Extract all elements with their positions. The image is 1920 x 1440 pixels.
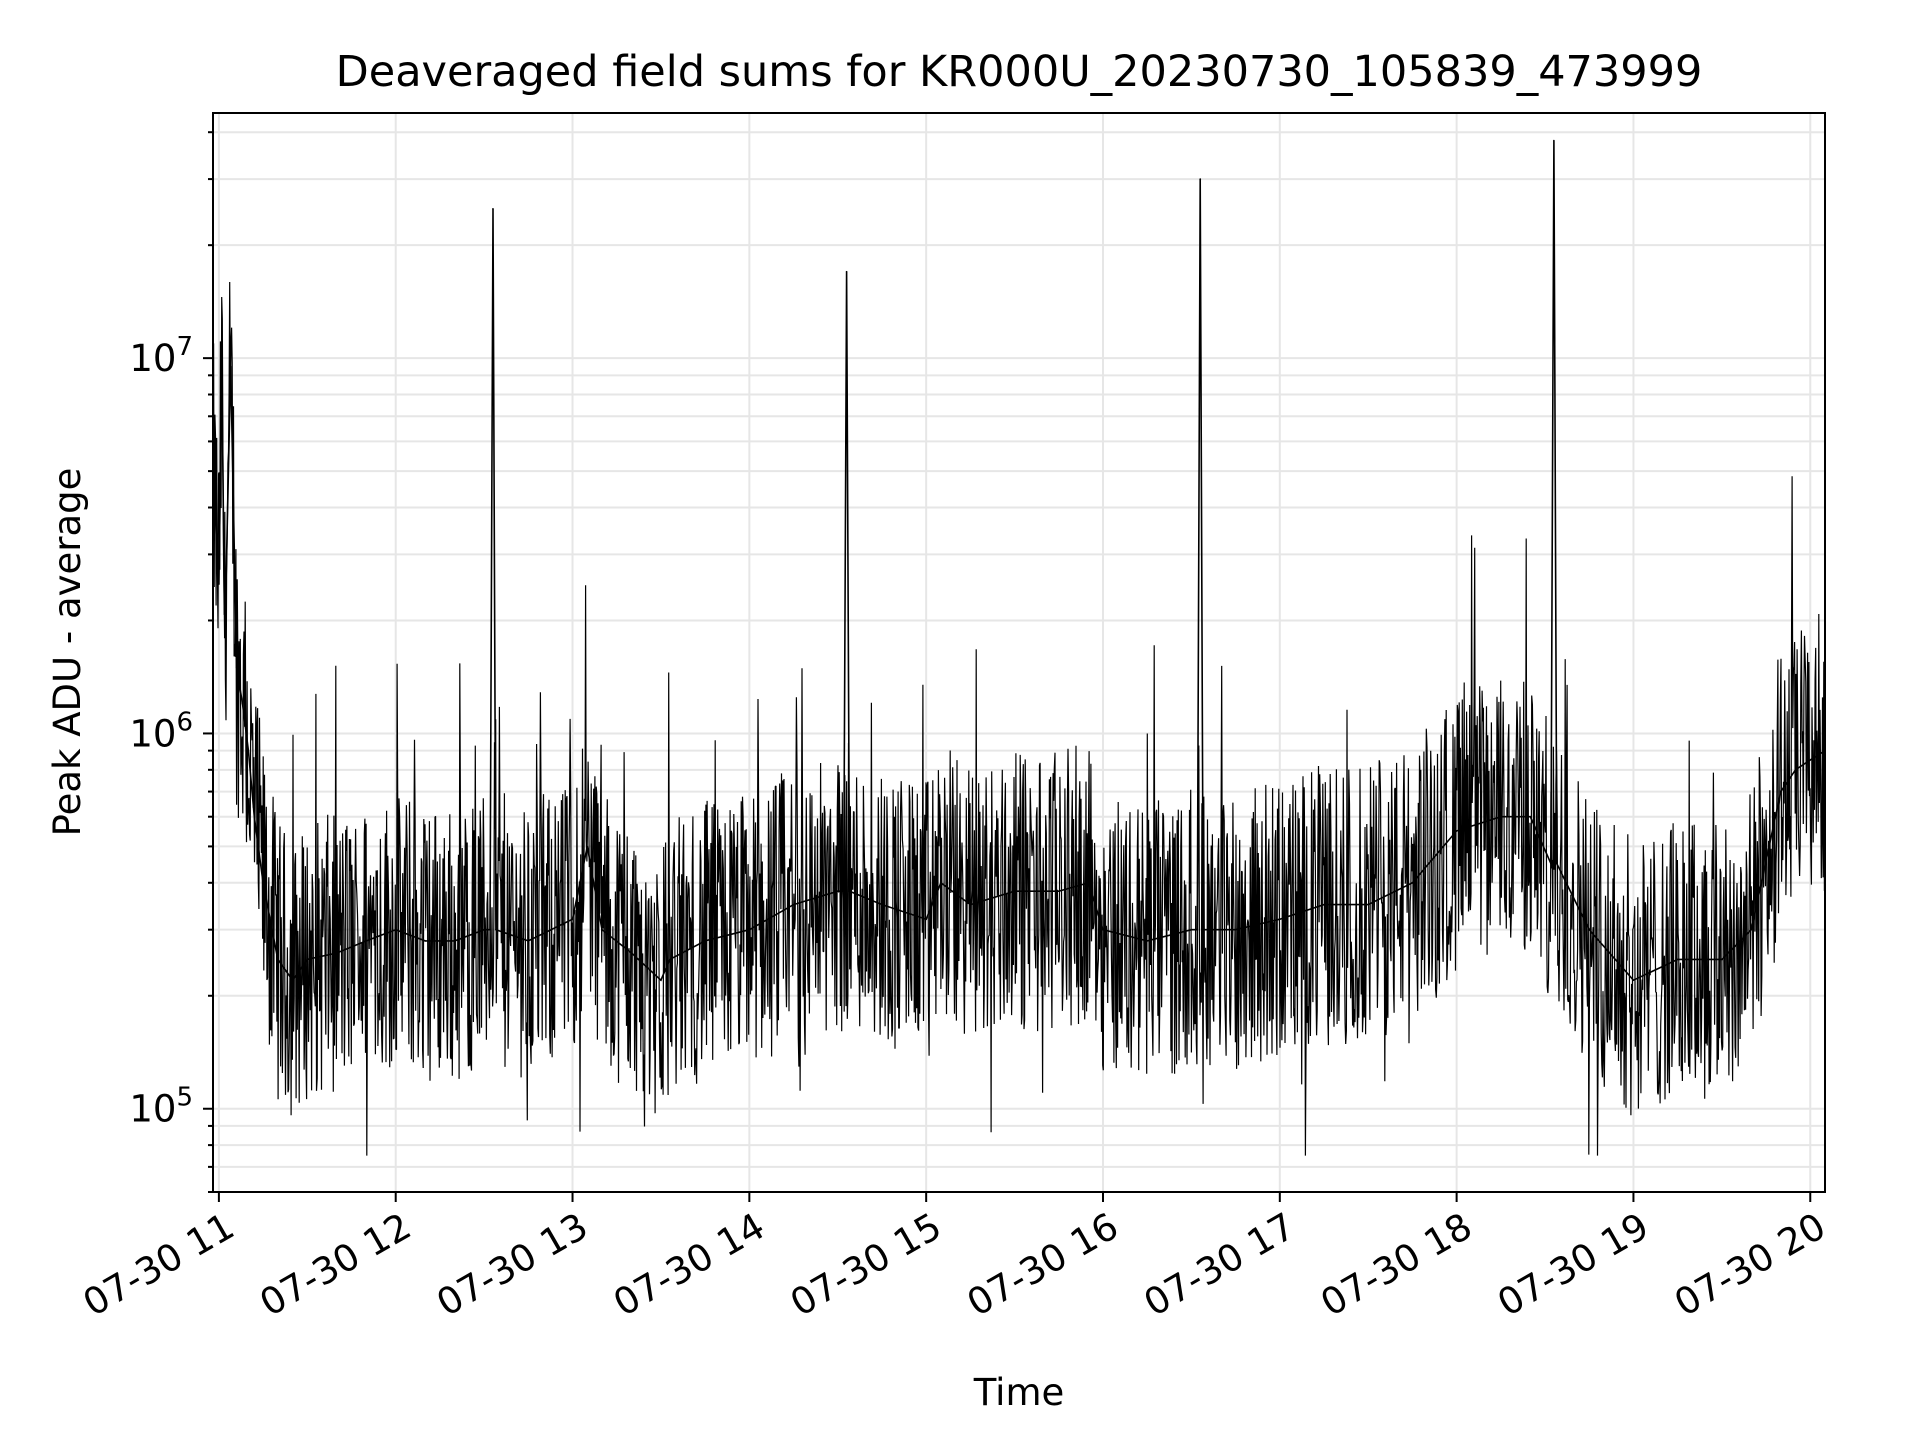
data-point	[495, 928, 497, 931]
data-point	[492, 208, 494, 210]
data-point	[792, 903, 795, 906]
data-point	[940, 881, 942, 884]
x-tick-label: 07-30 16	[960, 1205, 1126, 1325]
y-tick-label: 106	[129, 707, 193, 755]
data-point	[630, 952, 633, 954]
data-point	[586, 845, 589, 848]
data-point	[1529, 815, 1532, 818]
x-tick-label: 07-30 17	[1137, 1205, 1303, 1325]
data-point	[1102, 928, 1104, 931]
data-point	[748, 928, 751, 931]
data-point	[1455, 830, 1458, 832]
data-point	[1553, 139, 1555, 142]
series-group	[212, 139, 1826, 982]
x-axis-label: Time	[973, 1371, 1065, 1414]
data-point	[1779, 790, 1782, 793]
plot-frame	[212, 112, 1826, 1193]
y-axis: 105 106 107	[129, 131, 213, 1193]
data-point	[365, 940, 368, 942]
data-point	[1146, 940, 1148, 942]
data-point	[221, 374, 223, 377]
y-tick-label: 105	[129, 1083, 193, 1131]
data-point	[571, 918, 574, 920]
data-point	[842, 890, 845, 892]
data-point	[836, 890, 839, 892]
data-point	[1411, 881, 1414, 884]
x-tick-label: 07-30 12	[253, 1205, 419, 1325]
data-point	[394, 928, 397, 931]
x-tick-label: 07-30 19	[1490, 1205, 1656, 1325]
data-point	[1279, 918, 1281, 920]
data-point	[1632, 979, 1635, 982]
data-point	[489, 928, 491, 931]
data-point	[925, 918, 927, 920]
data-point	[1588, 928, 1591, 931]
data-point	[1190, 928, 1193, 931]
x-tick-label: 07-30 14	[606, 1205, 772, 1325]
x-axis: 07-30 11 07-30 12 07-30 13 07-30 14 07-30 15…	[76, 1192, 1833, 1325]
chart-title: Deaveraged field sums for KR000U_2023073…	[336, 47, 1703, 97]
data-point	[235, 666, 238, 669]
data-point	[335, 952, 338, 954]
data-point	[1556, 862, 1558, 865]
data-point	[1809, 759, 1812, 761]
x-tick-label: 07-30 15	[783, 1205, 949, 1325]
data-point	[668, 958, 671, 961]
data-point	[1323, 903, 1325, 906]
data-point	[845, 270, 848, 273]
data-point	[1196, 928, 1199, 931]
y-tick-label: 107	[129, 332, 193, 380]
data-point	[1367, 903, 1370, 906]
data-point	[1234, 928, 1237, 931]
x-tick-label: 07-30 13	[429, 1205, 595, 1325]
data-point	[1794, 769, 1797, 771]
data-point	[1550, 862, 1552, 865]
x-tick-label: 07-30 18	[1314, 1205, 1480, 1325]
data-point	[1087, 881, 1090, 884]
x-tick-label: 07-30 20	[1667, 1205, 1833, 1325]
data-point	[253, 815, 256, 818]
data-point	[660, 979, 662, 982]
data-point	[881, 903, 883, 906]
data-point	[262, 881, 264, 884]
data-point	[527, 940, 530, 942]
data-point	[218, 583, 220, 585]
data-point	[241, 702, 244, 705]
data-point	[1013, 890, 1016, 892]
x-tick-label: 07-30 11	[76, 1205, 242, 1325]
data-point	[306, 958, 309, 961]
data-point	[1500, 815, 1502, 818]
y-axis-label: Peak ADU - average	[46, 468, 89, 837]
data-point	[1721, 958, 1723, 961]
data-point	[223, 636, 226, 639]
data-point	[601, 928, 603, 931]
data-point	[704, 940, 706, 942]
data-point	[424, 940, 426, 942]
data-point	[277, 958, 279, 961]
data-point	[291, 979, 294, 982]
data-point	[1676, 958, 1679, 961]
data-point	[1199, 178, 1202, 180]
data-point	[483, 928, 485, 931]
data-point	[453, 940, 456, 942]
data-point	[229, 365, 232, 368]
data-point	[1202, 928, 1204, 931]
data-point	[1750, 928, 1753, 931]
data-point	[848, 890, 851, 892]
data-point	[247, 749, 250, 752]
data-point	[1057, 890, 1060, 892]
data-point	[969, 903, 972, 906]
